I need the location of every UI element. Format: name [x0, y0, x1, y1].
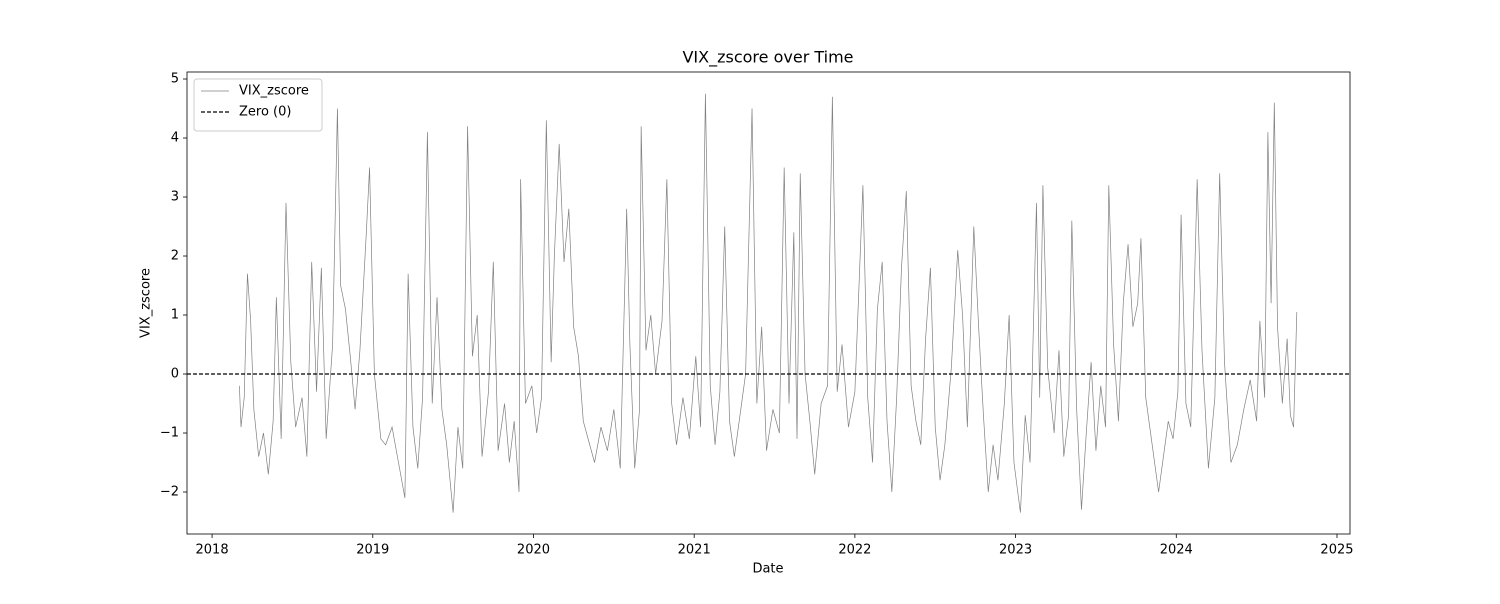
y-tick-label: −2	[160, 484, 179, 499]
legend-label: Zero (0)	[239, 105, 291, 120]
x-tick-label: 2022	[838, 543, 871, 558]
y-tick-label: 1	[171, 308, 179, 323]
y-axis-label: VIX_zscore	[139, 268, 154, 338]
legend-label: VIX_zscore	[239, 84, 309, 99]
x-tick-label: 2023	[999, 543, 1032, 558]
x-tick-label: 2021	[678, 543, 711, 558]
x-tick-label: 2019	[356, 543, 389, 558]
x-tick-label: 2018	[196, 543, 229, 558]
y-tick-label: 3	[171, 190, 179, 205]
y-tick-label: −1	[160, 425, 179, 440]
x-axis-label: Date	[752, 562, 783, 577]
x-tick-label: 2025	[1320, 543, 1353, 558]
y-tick-label: 0	[171, 367, 179, 382]
plot-frame	[186, 71, 1351, 535]
x-tick-label: 2020	[517, 543, 550, 558]
chart-title: VIX_zscore over Time	[682, 48, 853, 68]
y-tick-label: 4	[171, 131, 179, 146]
legend-box	[193, 78, 323, 132]
y-tick-label: 5	[171, 72, 179, 87]
series-line	[239, 93, 1298, 513]
y-tick-label: 2	[171, 249, 179, 264]
x-tick-label: 2024	[1160, 543, 1193, 558]
